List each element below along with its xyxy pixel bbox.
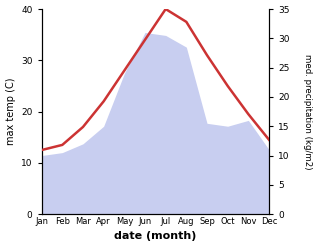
Y-axis label: max temp (C): max temp (C) (5, 78, 16, 145)
Y-axis label: med. precipitation (kg/m2): med. precipitation (kg/m2) (303, 54, 313, 169)
X-axis label: date (month): date (month) (114, 231, 197, 242)
